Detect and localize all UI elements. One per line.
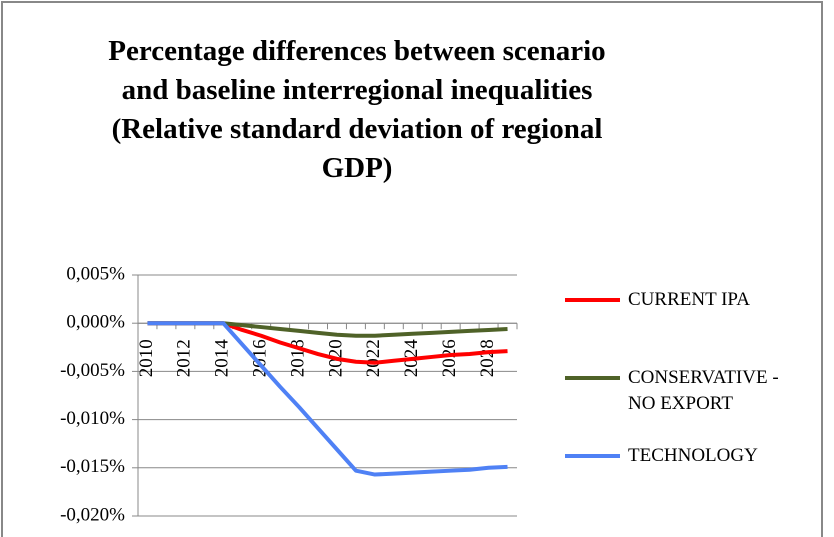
y-tick-label: -0,010%: [60, 408, 125, 429]
x-tick-label: 2022: [363, 339, 384, 377]
y-tick-label: 0,005%: [66, 263, 125, 284]
chart-title: Percentage differences between scenario …: [108, 35, 606, 106]
legend-label: TECHNOLOGY: [628, 445, 758, 466]
x-tick-label: 2014: [212, 339, 233, 378]
y-tick-label: 0,000%: [66, 312, 125, 333]
legend-label: CURRENT IPA: [628, 289, 750, 310]
x-tick-label: 2028: [477, 339, 498, 377]
x-tick-label: 2012: [174, 339, 195, 377]
y-tick-label: -0,020%: [60, 504, 125, 525]
legend-label: CONSERVATIVE - NO EXPORT: [628, 367, 779, 414]
chart-subtitle: (Relative standard deviation of regional…: [111, 113, 603, 184]
series-line: [147, 321, 508, 477]
y-tick-label: -0,005%: [60, 360, 125, 381]
chart-title-block: Percentage differences between scenario …: [87, 32, 627, 188]
x-tick-label: 2026: [439, 339, 460, 377]
x-tick-label: 2010: [136, 339, 157, 377]
y-tick-label: -0,015%: [60, 456, 125, 477]
